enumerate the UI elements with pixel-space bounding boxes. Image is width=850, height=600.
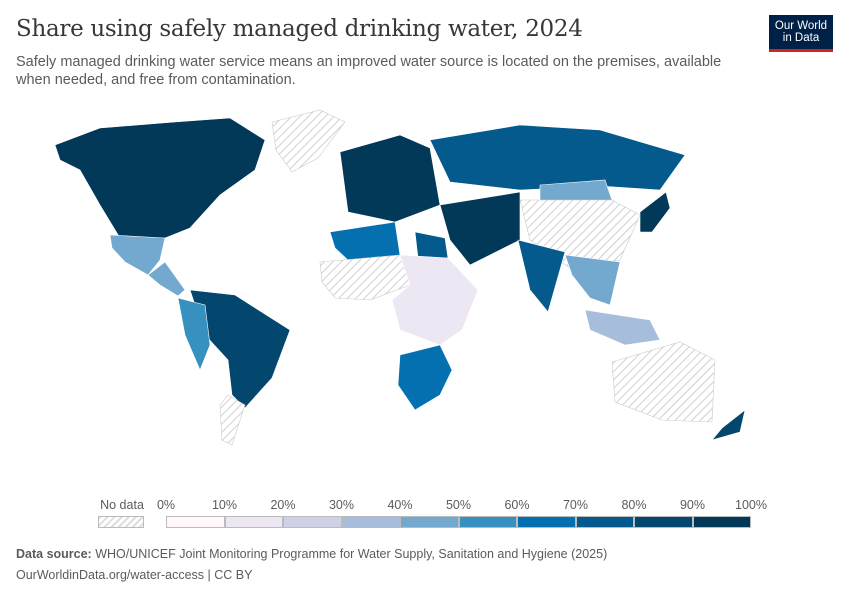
- legend-no-data-swatch[interactable]: [98, 516, 144, 528]
- country-region[interactable]: Central / East Africa: [391, 254, 479, 346]
- country-region[interactable]: Greenland: [271, 109, 346, 173]
- legend-tick-label: 90%: [679, 498, 706, 512]
- country-region[interactable]: Australia: [611, 341, 716, 423]
- country-region[interactable]: India: [517, 239, 566, 313]
- owid-logo[interactable]: Our World in Data: [769, 15, 833, 52]
- legend-bin[interactable]: [458, 516, 517, 528]
- source-link[interactable]: OurWorldinData.org/water-access | CC BY: [16, 568, 253, 582]
- country-region[interactable]: Southeast Asia: [564, 254, 621, 306]
- country-region[interactable]: Japan: [639, 191, 671, 233]
- legend-tick-label: 100%: [735, 498, 767, 512]
- country-region[interactable]: Peru / Andes: [177, 297, 211, 371]
- legend-tick-label: 10%: [211, 498, 238, 512]
- logo-line1: Our World: [774, 20, 828, 32]
- legend-bin[interactable]: [224, 516, 283, 528]
- page-title: Share using safely managed drinking wate…: [16, 16, 583, 42]
- legend-tick-label: 30%: [328, 498, 355, 512]
- legend-bin[interactable]: [166, 516, 225, 528]
- page-subtitle: Safely managed drinking water service me…: [16, 54, 722, 88]
- legend-tick-label: 20%: [270, 498, 296, 512]
- country-region[interactable]: Egypt: [414, 231, 449, 259]
- legend-bin[interactable]: [517, 516, 576, 528]
- country-region[interactable]: Southern Africa: [397, 344, 453, 411]
- country-region[interactable]: Central America: [147, 261, 186, 297]
- logo-line2: in Data: [782, 32, 820, 44]
- legend-bin[interactable]: [400, 516, 459, 528]
- country-region[interactable]: New Zealand: [711, 409, 746, 441]
- country-region[interactable]: Indonesia: [584, 309, 661, 346]
- legend-tick-label: 50%: [445, 498, 472, 512]
- legend-tick-label: 0%: [156, 498, 176, 512]
- legend-bin[interactable]: [692, 516, 751, 528]
- country-region[interactable]: Sahel / West Africa: [319, 254, 411, 301]
- legend-tick-label: 80%: [621, 498, 647, 512]
- legend-tick-label: 40%: [387, 498, 413, 512]
- world-map[interactable]: North America (Canada, United States)Gre…: [0, 100, 850, 490]
- legend-bin[interactable]: [575, 516, 634, 528]
- country-region[interactable]: Europe: [339, 134, 441, 223]
- legend-bin[interactable]: [634, 516, 693, 528]
- legend-bin[interactable]: [341, 516, 400, 528]
- source-label: Data source:: [16, 547, 92, 561]
- country-region[interactable]: North America (Canada, United States): [54, 117, 266, 239]
- country-region[interactable]: Argentina: [219, 394, 246, 446]
- color-legend: No data 0% 10% 20% 30% 40% 50% 60% 70% 80% 90% 100…: [0, 495, 850, 535]
- country-region[interactable]: Russia: [429, 124, 686, 191]
- legend-no-data-label: No data: [100, 498, 144, 512]
- legend-bin[interactable]: [283, 516, 342, 528]
- country-region[interactable]: South America (Brazil etc.): [189, 289, 291, 409]
- country-region[interactable]: Middle East / Central Asia: [439, 191, 521, 266]
- legend-tick-label: 60%: [504, 498, 530, 512]
- source-text: WHO/UNICEF Joint Monitoring Programme fo…: [95, 547, 608, 561]
- data-source: Data source: WHO/UNICEF Joint Monitoring…: [16, 547, 607, 561]
- legend-tick-label: 70%: [562, 498, 589, 512]
